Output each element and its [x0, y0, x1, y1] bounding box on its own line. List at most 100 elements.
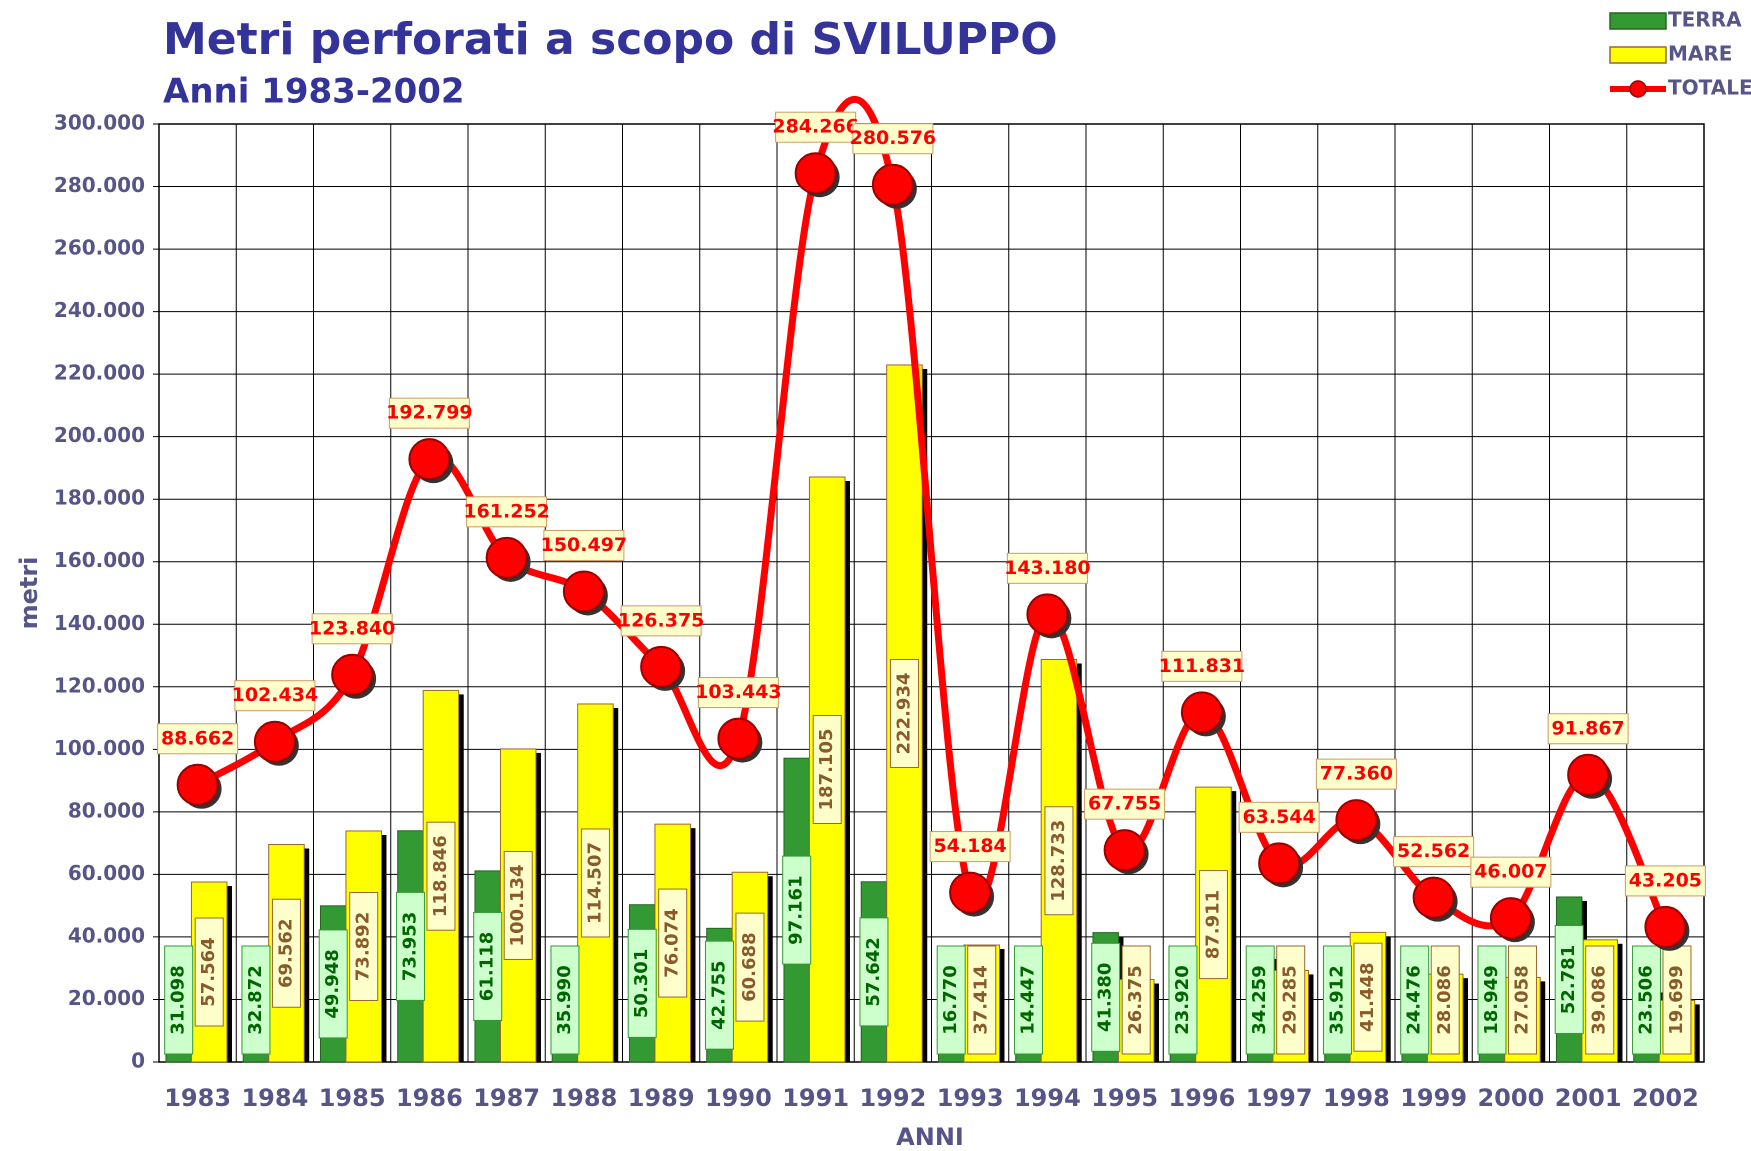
y-tick-label: 40.000	[68, 923, 145, 947]
x-tick-label: 1998	[1323, 1084, 1390, 1112]
data-label-box	[859, 917, 889, 1027]
data-label-box	[1400, 945, 1430, 1055]
data-label: 28.086	[1434, 965, 1455, 1034]
x-tick-label: 1994	[1014, 1084, 1081, 1112]
data-label-box	[349, 891, 379, 1001]
data-label: 187.105	[816, 729, 837, 811]
data-label: 37.414	[971, 965, 992, 1034]
data-label-box	[1353, 942, 1383, 1052]
marker	[176, 763, 219, 806]
data-label-box	[889, 658, 919, 768]
data-label-box	[1554, 924, 1584, 1034]
data-label-box	[1393, 836, 1475, 868]
data-label-box	[503, 850, 533, 960]
data-label: 76.074	[662, 908, 683, 977]
x-tick-label: 1987	[473, 1084, 540, 1112]
data-label-box	[1631, 945, 1661, 1055]
data-label: 77.360	[1320, 763, 1393, 785]
legend-swatch	[1609, 46, 1667, 64]
data-label: 126.375	[618, 609, 705, 631]
marker	[1567, 753, 1610, 796]
data-label-box	[1084, 788, 1166, 820]
data-label: 91.867	[1551, 717, 1624, 739]
data-label: 26.375	[1125, 965, 1146, 1034]
data-label: 63.544	[1242, 806, 1315, 828]
marker	[331, 653, 374, 696]
data-label: 32.872	[245, 965, 266, 1034]
data-label-box	[426, 821, 456, 931]
data-label-box	[1161, 650, 1243, 682]
data-label: 41.380	[1095, 963, 1116, 1032]
data-label-box	[1547, 713, 1629, 745]
x-tick-label: 1984	[241, 1084, 308, 1112]
y-tick-label: 180.000	[54, 486, 145, 510]
y-tick-label: 300.000	[54, 111, 145, 135]
data-label-box	[1044, 806, 1074, 916]
data-label-box	[580, 828, 610, 938]
data-label: 100.134	[507, 864, 528, 946]
data-label: 123.840	[309, 617, 396, 639]
data-label-box	[697, 677, 779, 709]
data-label-box	[1006, 552, 1088, 584]
data-label: 34.259	[1249, 965, 1270, 1034]
legend-label: TERRA	[1668, 8, 1742, 32]
x-tick-label: 1997	[1246, 1084, 1313, 1112]
data-label-box	[318, 929, 348, 1039]
y-tick-label: 80.000	[68, 798, 145, 822]
data-label-box	[1322, 945, 1352, 1055]
y-tick-label: 220.000	[54, 361, 145, 385]
data-label-box	[735, 912, 765, 1022]
data-label: 60.688	[739, 932, 760, 1001]
x-tick-label: 1989	[628, 1084, 695, 1112]
marker	[253, 720, 296, 763]
x-tick-label: 1990	[705, 1084, 772, 1112]
marker	[717, 717, 760, 760]
y-tick-label: 100.000	[54, 736, 145, 760]
data-label: 18.949	[1481, 965, 1502, 1034]
data-label: 102.434	[232, 684, 319, 706]
data-label: 23.506	[1635, 965, 1656, 1034]
data-label: 111.831	[1159, 655, 1246, 677]
legend-marker	[1629, 80, 1647, 98]
marker	[562, 570, 605, 613]
marker	[794, 152, 837, 195]
x-tick-label: 1983	[164, 1084, 231, 1112]
data-label: 31.098	[168, 965, 189, 1034]
data-label-box	[1238, 801, 1320, 833]
data-label-box	[311, 613, 393, 645]
data-label-box	[157, 723, 239, 755]
data-label-box	[1013, 945, 1043, 1055]
data-label: 161.252	[463, 500, 550, 522]
data-label: 97.161	[786, 875, 807, 944]
data-label-box	[627, 928, 657, 1038]
data-label-box	[658, 888, 688, 998]
marker	[1335, 799, 1378, 842]
data-label: 69.562	[275, 919, 296, 988]
data-label-box	[967, 945, 997, 1055]
data-label-box	[775, 111, 857, 143]
data-label: 57.642	[863, 937, 884, 1006]
data-label: 280.576	[850, 127, 937, 149]
y-tick-label: 260.000	[54, 236, 145, 260]
data-label: 87.911	[1202, 890, 1223, 959]
data-label: 88.662	[161, 727, 234, 749]
marker	[1258, 842, 1301, 885]
data-label-box	[1624, 865, 1706, 897]
data-label: 52.781	[1558, 945, 1579, 1014]
x-tick-label: 1999	[1400, 1084, 1467, 1112]
marker	[1644, 905, 1687, 948]
data-label: 284.266	[772, 116, 859, 138]
marker	[1180, 691, 1223, 734]
data-label: 29.285	[1280, 965, 1301, 1034]
marker	[1412, 876, 1455, 919]
data-label: 150.497	[541, 534, 628, 556]
data-label-box	[395, 891, 425, 1001]
marker	[1103, 829, 1146, 872]
data-label-box	[1477, 945, 1507, 1055]
data-label: 114.507	[584, 842, 605, 924]
data-label: 35.912	[1326, 965, 1347, 1034]
data-label: 143.180	[1004, 557, 1091, 579]
data-label: 14.447	[1017, 965, 1038, 1034]
data-label-box	[473, 911, 503, 1021]
